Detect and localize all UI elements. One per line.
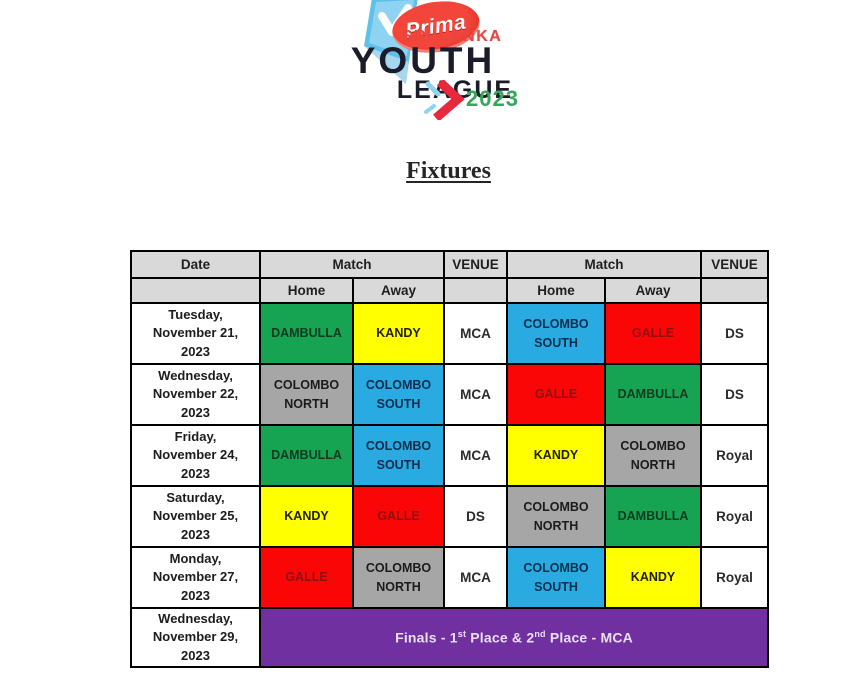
team-cell: COLOMBO NORTH: [351, 546, 446, 609]
date-cell: Monday, November 27, 2023: [130, 546, 261, 609]
team-cell: COLOMBO SOUTH: [506, 302, 607, 365]
fixture-row: Tuesday, November 21, 2023 DAMBULLA KANDY M…: [130, 302, 770, 365]
team-cell: DAMBULLA: [259, 302, 354, 365]
header-venue-2: VENUE: [700, 250, 770, 279]
header-row-2: Home Away Home Away: [130, 277, 770, 304]
header-home-2: Home: [506, 277, 607, 304]
header-row-1: Date Match VENUE Match VENUE: [130, 250, 770, 279]
header-away-1: Away: [351, 277, 446, 304]
header-match-2: Match: [506, 250, 703, 279]
venue-cell: DS: [700, 302, 770, 365]
venue-cell: MCA: [443, 302, 509, 365]
logo-year-text: 2023: [466, 86, 519, 111]
finals-section: Wednesday, November 29, 2023 Finals - 1s…: [130, 607, 770, 668]
team-cell: GALLE: [351, 485, 446, 548]
team-cell: COLOMBO NORTH: [604, 424, 703, 487]
fixtures-table: Date Match VENUE Match VENUE Home Away H…: [130, 250, 770, 668]
venue-cell: DS: [700, 363, 770, 426]
header-date: Date: [130, 250, 261, 279]
venue-cell: MCA: [443, 363, 509, 426]
finals-text: Finals - 1: [395, 629, 458, 646]
team-cell: GALLE: [259, 546, 354, 609]
team-cell: COLOMBO NORTH: [259, 363, 354, 426]
team-cell: KANDY: [604, 546, 703, 609]
venue-cell: Royal: [700, 485, 770, 548]
logo-youth-text: YOUTH: [350, 40, 496, 81]
date-cell: Friday, November 24, 2023: [130, 424, 261, 487]
team-cell: DAMBULLA: [604, 485, 703, 548]
team-cell: GALLE: [506, 363, 607, 426]
team-cell: DAMBULLA: [604, 363, 703, 426]
team-cell: KANDY: [259, 485, 354, 548]
date-cell: Saturday, November 25, 2023: [130, 485, 261, 548]
fixture-row: Saturday, November 25, 2023 KANDY GALLE DS C…: [130, 485, 770, 548]
header-blank: [130, 277, 261, 304]
team-cell: DAMBULLA: [259, 424, 354, 487]
finals-row: Wednesday, November 29, 2023 Finals - 1s…: [130, 607, 770, 668]
venue-cell: Royal: [700, 546, 770, 609]
venue-cell: MCA: [443, 546, 509, 609]
header-blank: [443, 277, 509, 304]
venue-cell: Royal: [700, 424, 770, 487]
team-cell: COLOMBO SOUTH: [506, 546, 607, 609]
team-cell: COLOMBO SOUTH: [351, 424, 446, 487]
header-venue-1: VENUE: [443, 250, 509, 279]
finals-superscript: nd: [534, 629, 546, 640]
finals-superscript: st: [457, 629, 467, 640]
venue-cell: DS: [443, 485, 509, 548]
tournament-logo: Prima SRI LANKA YOUTH LEAGUE 2023: [330, 0, 580, 122]
team-cell: KANDY: [506, 424, 607, 487]
fixture-row: Wednesday, November 22, 2023 COLOMBO NORT…: [130, 363, 770, 426]
fixture-row: Friday, November 24, 2023 DAMBULLA COLOMBO…: [130, 424, 770, 487]
header-home-1: Home: [259, 277, 354, 304]
team-cell: COLOMBO SOUTH: [351, 363, 446, 426]
venue-cell: MCA: [443, 424, 509, 487]
team-cell: GALLE: [604, 302, 703, 365]
finals-text: Place - MCA: [545, 629, 633, 646]
team-cell: KANDY: [351, 302, 446, 365]
header-blank: [700, 277, 770, 304]
fixture-row: Monday, November 27, 2023 GALLE COLOMBO NO…: [130, 546, 770, 609]
logo-sri-lanka-text: SRI LANKA: [401, 28, 503, 45]
fixture-rows: Tuesday, November 21, 2023 DAMBULLA KANDY M…: [130, 302, 770, 609]
header-match-1: Match: [258, 250, 446, 279]
table-header: Date Match VENUE Match VENUE Home Away H…: [130, 250, 770, 304]
finals-text: Place & 2: [466, 629, 535, 646]
date-cell: Wednesday, November 22, 2023: [130, 363, 261, 426]
team-cell: COLOMBO NORTH: [506, 485, 607, 548]
date-cell: Tuesday, November 21, 2023: [130, 302, 261, 365]
header-away-2: Away: [604, 277, 703, 304]
finals-cell: Finals - 1st Place & 2nd Place - MCA: [258, 607, 770, 668]
chevron-icon: [424, 80, 465, 120]
page-title: Fixtures: [406, 158, 491, 184]
date-cell: Wednesday, November 29, 2023: [130, 607, 261, 668]
